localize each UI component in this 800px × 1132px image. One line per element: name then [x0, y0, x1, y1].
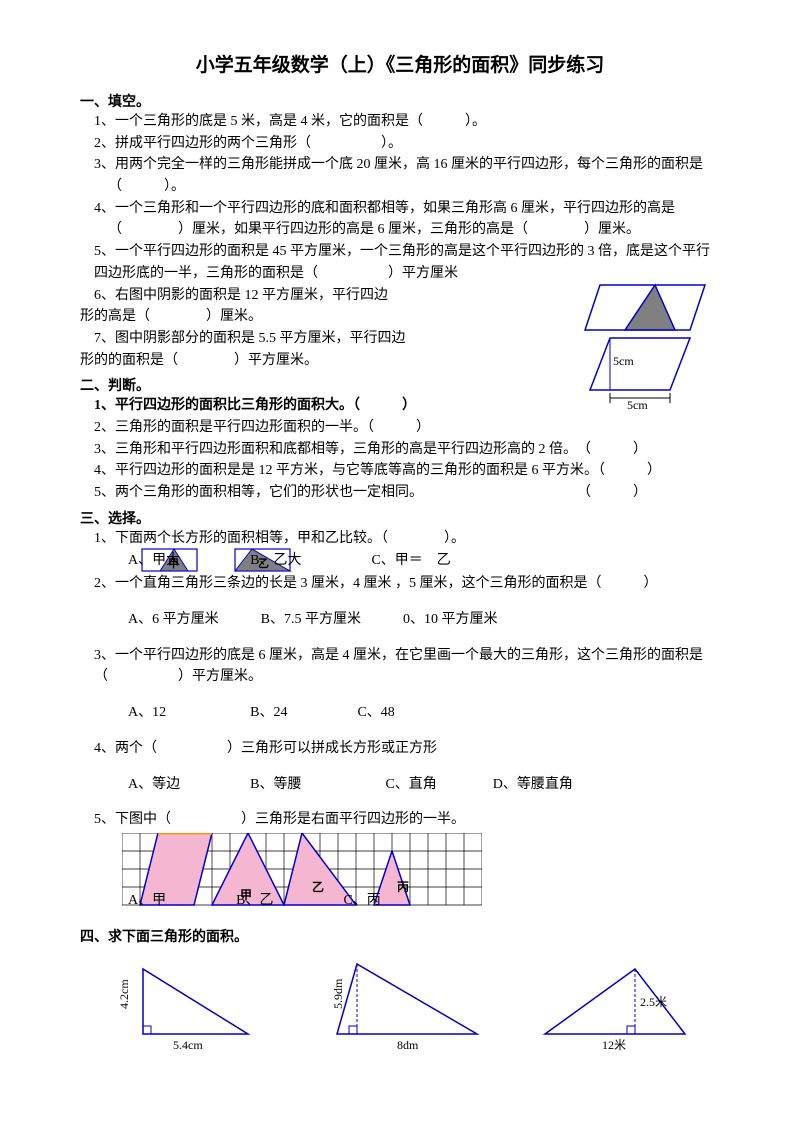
label-5cm-v: 5cm: [613, 354, 634, 368]
q1-1: 1、一个三角形的底是 5 米，高是 4 米，它的面积是（ ）。: [80, 111, 720, 133]
q1-2: 2、拼成平行四边形的两个三角形（ ）。: [80, 133, 720, 155]
label-t2-h: 5.9dm: [331, 978, 345, 1009]
q1-3: 3、用两个完全一样的三角形能拼成一个底 20 厘米，高 16 厘米的平行四边形，…: [80, 154, 720, 197]
q3-1: 1、下面两个长方形的面积相等，甲和乙比较。（ ）。: [80, 528, 720, 550]
q2-2: 2、三角形的面积是平行四边形面积的一半。（ ）: [80, 417, 720, 439]
figure-q7-parallelogram: 5cm 5cm: [585, 335, 705, 410]
q3-2: 2、一个直角三角形三条边的长是 3 厘米，4 厘米 ，5 厘米，这个三角形的面积…: [80, 573, 720, 595]
q2-5: 5、两个三角形的面积相等，它们的形状也一定相同。 （ ）: [80, 482, 720, 504]
q3-1-options: A、甲大 B、乙大 C、甲＝ 乙: [128, 553, 451, 568]
figure-q6-parallelogram: [580, 280, 710, 335]
q3-2-options: A、6 平方厘米 B、7.5 平方厘米 0、10 平方厘米: [80, 609, 720, 631]
section-3-head: 三、选择。: [80, 508, 720, 528]
figure-triangle-3: 2.5米 12米: [530, 954, 700, 1059]
q3-3: 3、一个平行四边形的底是 6 厘米，高是 4 厘米，在它里画一个最大的三角形，这…: [80, 645, 720, 688]
section-1-head: 一、填空。: [80, 91, 720, 111]
label-t3-h: 2.5米: [640, 995, 667, 1009]
q1-4: 4、一个三角形和一个平行四边形的底和面积都相等，如果三角形高 6 厘米，平行四边…: [80, 198, 720, 241]
q2-3: 3、三角形和平行四边形面积和底都相等，三角形的高是平行四边形高的 2 倍。 （ …: [80, 439, 720, 461]
q3-3-options: A、12 B、24 C、48: [80, 702, 720, 724]
label-5cm-h: 5cm: [627, 398, 648, 410]
q3-4: 4、两个（ ）三角形可以拼成长方形或正方形: [80, 738, 720, 760]
q3-5: 5、下图中（ ）三角形是右面平行四边形的一半。: [80, 809, 720, 831]
label-t1-b: 5.4cm: [173, 1038, 203, 1052]
label-t2-b: 8dm: [397, 1038, 419, 1052]
label-t3-b: 12米: [602, 1038, 626, 1052]
q3-5-options: A、甲 B、乙 C、丙: [80, 890, 720, 912]
figure-triangle-1: 4.2cm 5.4cm: [108, 954, 263, 1059]
q1-5: 5、一个平行四边形的面积是 45 平方厘米，一个三角形的高是这个平行四边形的 3…: [80, 241, 720, 284]
q2-4: 4、平行四边形的面积是是 12 平方米，与它等底等高的三角形的面积是 6 平方米…: [80, 460, 720, 482]
label-t1-h: 4.2cm: [117, 978, 131, 1008]
section-4-head: 四、求下面三角形的面积。: [80, 926, 720, 946]
figure-triangle-2: 5.9dm 8dm: [302, 954, 492, 1059]
q3-4-options: A、等边 B、等腰 C、直角 D、等腰直角: [80, 774, 720, 796]
page-title: 小学五年级数学（上）《三角形的面积》同步练习: [80, 50, 720, 77]
